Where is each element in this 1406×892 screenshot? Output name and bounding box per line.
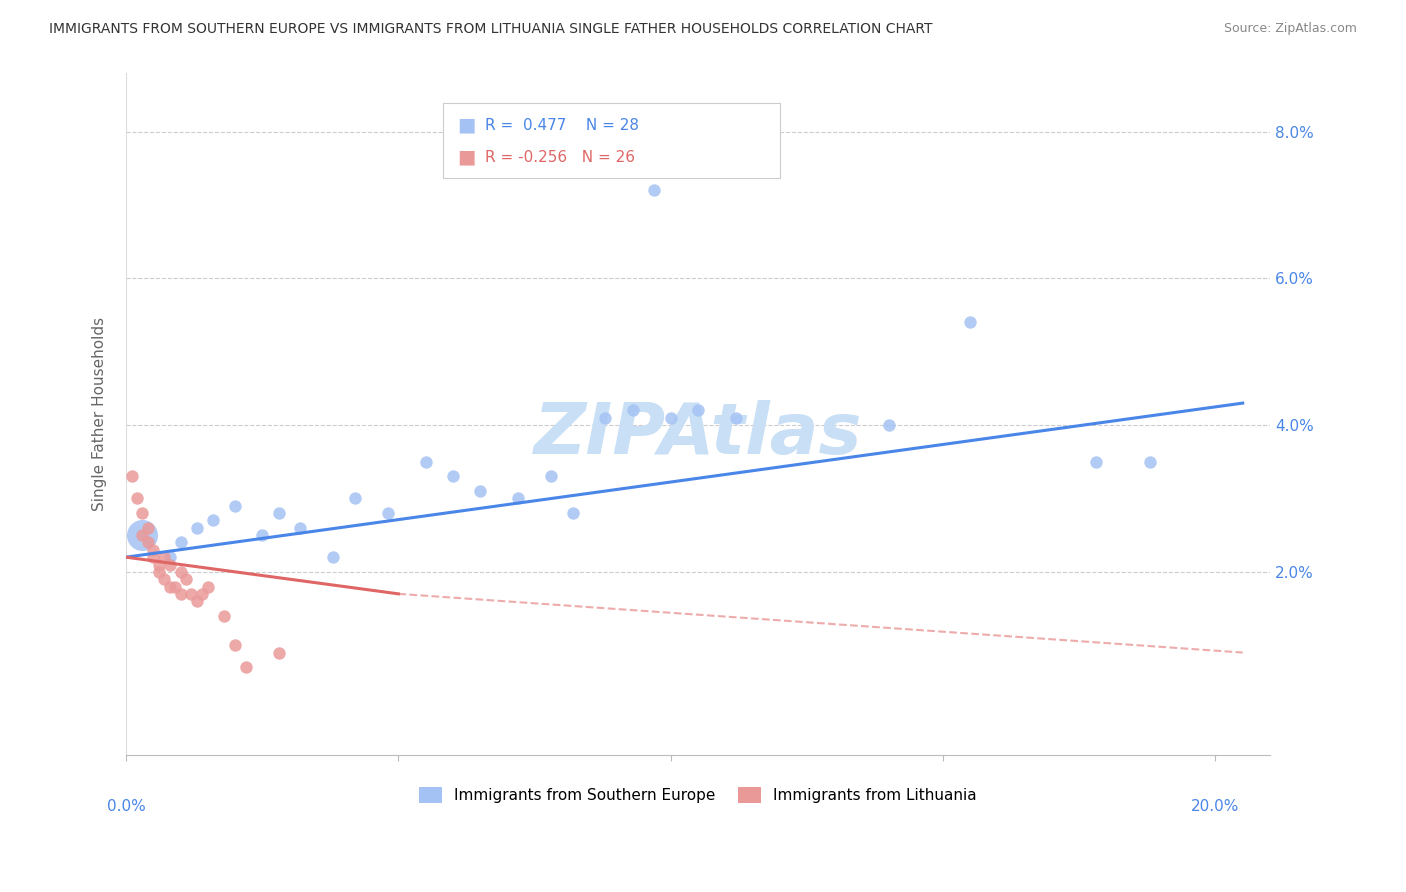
Point [169, 535, 191, 549]
Point [174, 572, 197, 586]
Point [142, 542, 165, 557]
Point [153, 550, 176, 565]
Point [131, 506, 153, 520]
Point [148, 558, 170, 572]
Text: IMMIGRANTS FROM SOUTHERN EUROPE VS IMMIGRANTS FROM LITHUANIA SINGLE FATHER HOUSE: IMMIGRANTS FROM SOUTHERN EUROPE VS IMMIG… [49, 22, 932, 37]
Point [142, 550, 165, 565]
Point [1139, 455, 1161, 469]
Point [621, 403, 644, 417]
Point [197, 580, 219, 594]
Point [415, 455, 437, 469]
Point [659, 410, 682, 425]
Point [252, 528, 274, 542]
Point [343, 491, 366, 506]
Point [202, 514, 225, 528]
Point [169, 565, 191, 579]
Point [267, 646, 290, 660]
Point [643, 183, 665, 197]
Point [148, 565, 170, 579]
Point [377, 506, 399, 520]
Point [212, 608, 235, 623]
Point [468, 484, 491, 499]
Point [322, 550, 344, 565]
Text: R = -0.256   N = 26: R = -0.256 N = 26 [485, 150, 636, 165]
Point [224, 638, 246, 652]
Point [131, 528, 153, 542]
Point [169, 587, 191, 601]
Point [725, 410, 748, 425]
Point [595, 410, 617, 425]
Text: ZIPAtlas: ZIPAtlas [534, 401, 862, 469]
Point [224, 499, 246, 513]
Point [159, 580, 181, 594]
Point [267, 506, 290, 520]
Point [180, 587, 202, 601]
Point [186, 521, 208, 535]
Point [136, 521, 159, 535]
Point [290, 521, 312, 535]
Text: ■: ■ [457, 116, 475, 135]
Point [959, 315, 981, 329]
Point [159, 550, 181, 565]
Point [153, 572, 176, 586]
Point [159, 558, 181, 572]
Point [131, 528, 153, 542]
Point [136, 535, 159, 549]
Point [121, 469, 143, 483]
Text: 0.0%: 0.0% [107, 799, 145, 814]
Legend: Immigrants from Southern Europe, Immigrants from Lithuania: Immigrants from Southern Europe, Immigra… [413, 780, 983, 809]
Point [165, 580, 187, 594]
Point [877, 418, 900, 433]
Point [235, 660, 257, 674]
Point [186, 594, 208, 608]
Text: R =  0.477    N = 28: R = 0.477 N = 28 [485, 118, 640, 133]
Point [191, 587, 214, 601]
Point [686, 403, 709, 417]
Point [508, 491, 530, 506]
Point [561, 506, 583, 520]
Point [540, 469, 562, 483]
Y-axis label: Single Father Households: Single Father Households [93, 317, 107, 511]
Point [441, 469, 464, 483]
Point [125, 491, 148, 506]
Text: 20.0%: 20.0% [1191, 799, 1240, 814]
Text: Source: ZipAtlas.com: Source: ZipAtlas.com [1223, 22, 1357, 36]
Point [1084, 455, 1107, 469]
Text: ■: ■ [457, 148, 475, 167]
